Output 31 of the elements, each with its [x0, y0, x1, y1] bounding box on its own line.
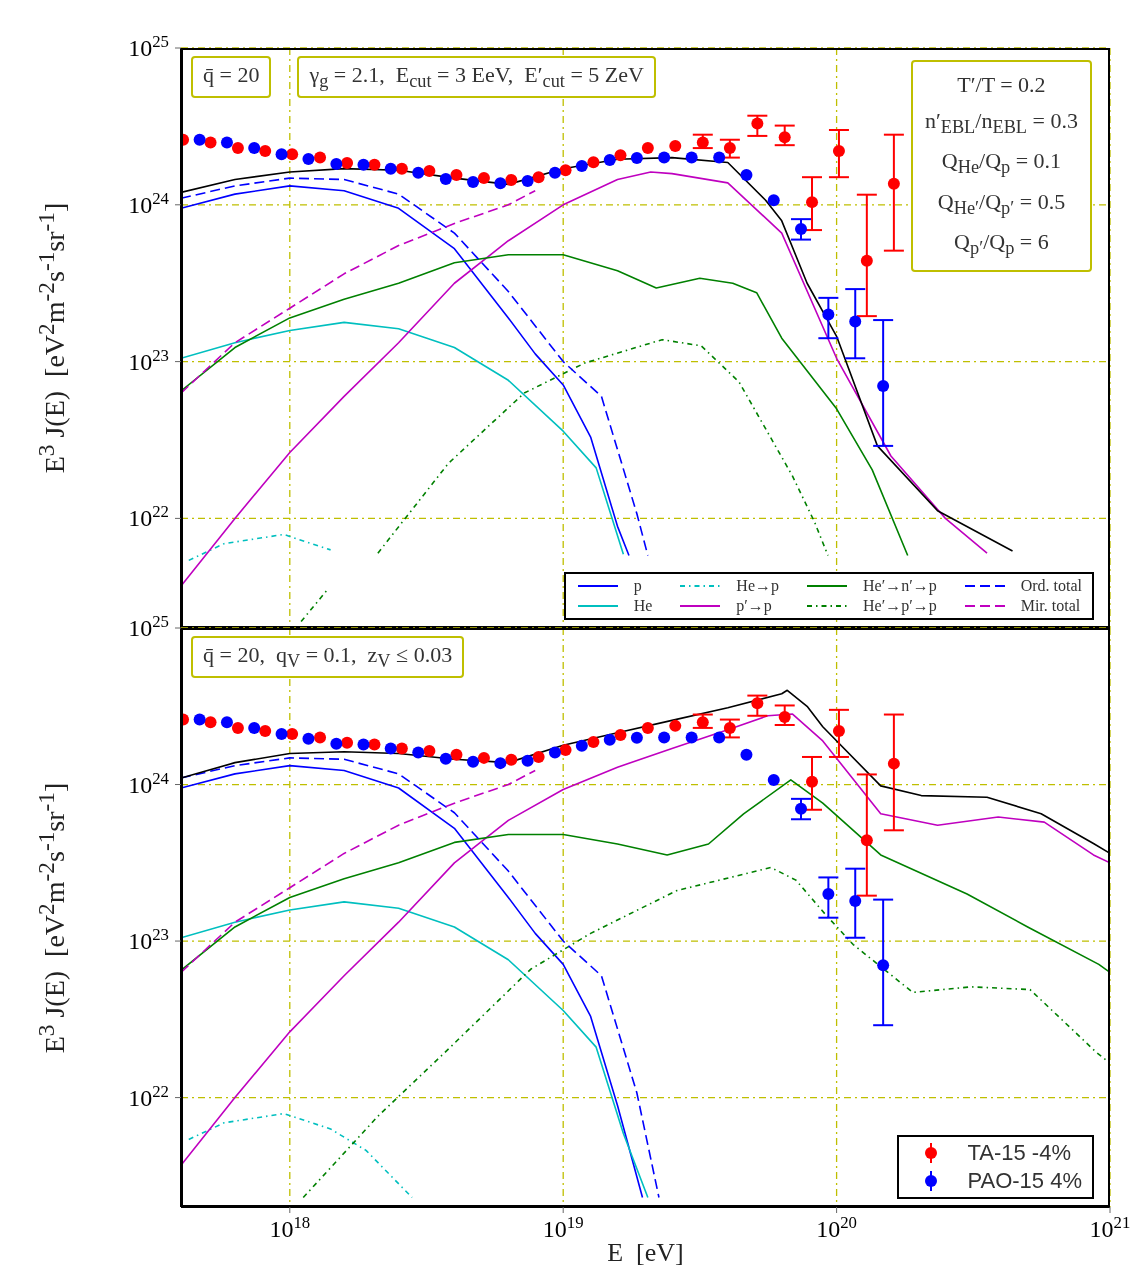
x-tick-label: 10$^{21}$ [1089, 1212, 1130, 1242]
x-axis-title: E [eV] [607, 1238, 684, 1267]
annotation: γ$_{g}$ = 2.1, E$_{cut}$ = 3 EeV, E′$_{cut}$ = 5 ZeV [297, 56, 656, 99]
y-tick-label: 10$^{23}$ [128, 924, 169, 955]
annotation: Q$_{He}$/Q$_{p}$ = 0.1 [941, 148, 1062, 179]
annotation: q̄ = 20, q$_{V}$ = 0.1, z$_{V}$ ≤ 0.03 [191, 636, 465, 679]
y-tick-label: 10$^{24}$ [128, 768, 170, 798]
x-tick-label: 10$^{20}$ [816, 1212, 857, 1242]
legend-label: He′→p′→p [863, 597, 937, 615]
annotation: Q$_{p′}$/Q$_{p}$ = 6 [954, 229, 1049, 260]
annotation: T′/T = 0.2 [957, 72, 1046, 98]
y-tick-label: 10$^{25}$ [128, 31, 169, 61]
y-tick-label: 10$^{22}$ [128, 501, 169, 532]
legend-label: He→p [736, 577, 780, 595]
annotation: q̄ = 20 [191, 56, 272, 99]
legend-label: He [633, 597, 653, 615]
legend-label: Ord. total [1020, 577, 1082, 595]
legend-label: p [633, 577, 642, 595]
legend-label: PAO-15 4% [967, 1168, 1082, 1194]
legend-label: Mir. total [1020, 597, 1081, 615]
annotation: n′$_{EBL}$/n$_{EBL}$ = 0.3 [924, 108, 1078, 139]
legend-label: He′→n′→p [863, 577, 937, 595]
legend-label: p′→p [736, 597, 772, 615]
y-tick-label: 10$^{24}$ [128, 188, 170, 218]
x-tick-label: 10$^{18}$ [269, 1212, 311, 1242]
legend-label: TA-15 -4% [967, 1140, 1071, 1166]
annotation: Q$_{He′}$/Q$_{p′}$ = 0.5 [937, 188, 1066, 220]
x-tick-label: 10$^{19}$ [542, 1212, 584, 1242]
y-tick-label: 10$^{25}$ [128, 611, 169, 641]
y-tick-label: 10$^{23}$ [128, 345, 169, 375]
y-tick-label: 10$^{22}$ [128, 1081, 169, 1111]
